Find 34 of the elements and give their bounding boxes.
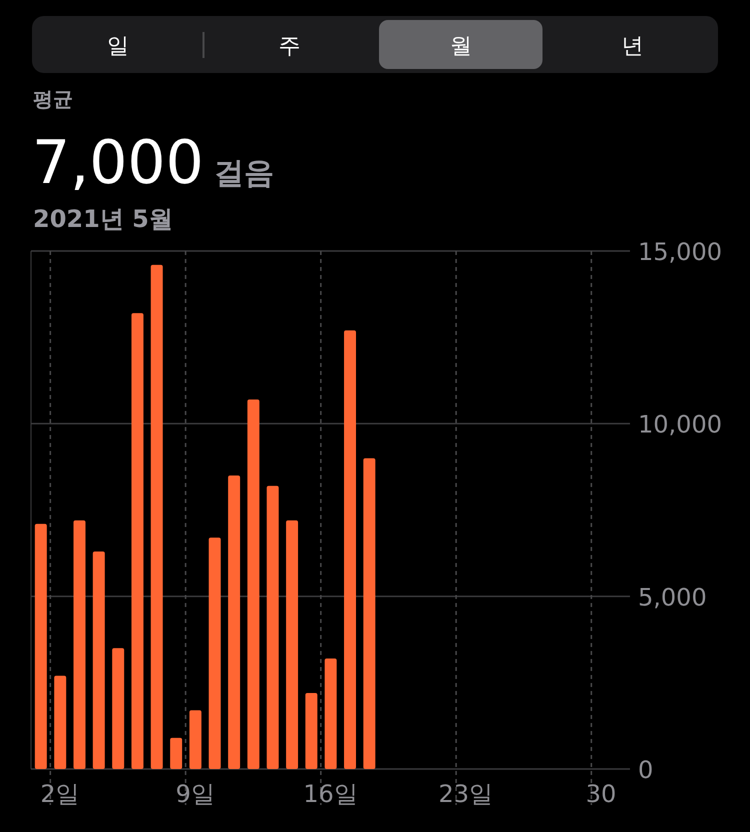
bar bbox=[112, 648, 124, 769]
x-tick-label: 30 bbox=[586, 780, 616, 808]
text: 평균 bbox=[33, 87, 73, 111]
bar bbox=[150, 264, 163, 769]
bar bbox=[228, 475, 240, 769]
x-tick-label: 16일 bbox=[303, 780, 358, 808]
bar bbox=[131, 313, 144, 769]
text: 월 bbox=[450, 34, 472, 59]
bar bbox=[170, 738, 182, 769]
bar bbox=[286, 520, 298, 769]
bar bbox=[92, 551, 105, 769]
bar bbox=[266, 486, 279, 769]
bar bbox=[74, 520, 86, 769]
y-tick-label: 10,000 bbox=[638, 410, 722, 439]
bar bbox=[208, 538, 221, 769]
bar bbox=[189, 710, 202, 769]
bar bbox=[324, 658, 337, 769]
bar bbox=[344, 330, 356, 769]
y-tick-label: 0 bbox=[638, 756, 654, 784]
text: 일 bbox=[106, 34, 129, 59]
y-tick-label: 5,000 bbox=[638, 583, 707, 612]
x-tick-label: 9일 bbox=[176, 780, 215, 808]
bar bbox=[34, 524, 47, 769]
bar bbox=[363, 458, 376, 769]
chart-title: 7,000 걸음 bbox=[32, 128, 274, 198]
x-tick-label: 2일 bbox=[40, 780, 80, 808]
y-tick-label: 15,000 bbox=[638, 238, 722, 266]
chart-subtitle: 2021년 5월 bbox=[33, 205, 173, 233]
bar bbox=[54, 676, 66, 769]
text: 주 bbox=[278, 34, 300, 59]
bar bbox=[247, 399, 260, 769]
x-tick-label: 23일 bbox=[438, 780, 494, 808]
text: 년 bbox=[621, 34, 644, 59]
bar bbox=[305, 693, 318, 769]
